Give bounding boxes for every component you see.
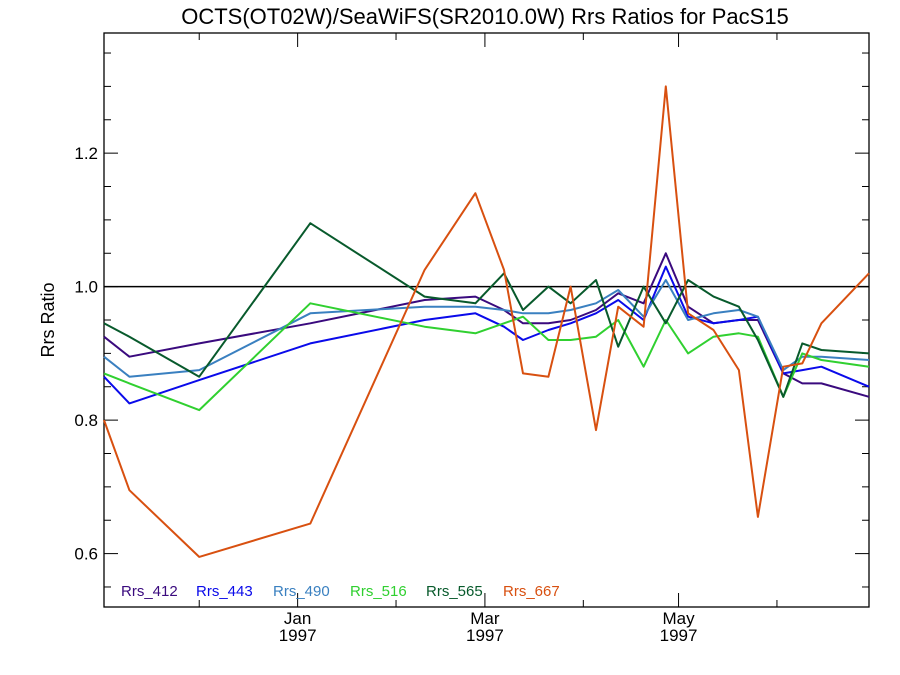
legend-item-rrs-667: Rrs_667 [503,583,560,600]
chart-title: OCTS(OT02W)/SeaWiFS(SR2010.0W) Rrs Ratio… [181,4,789,29]
x-tick-label-month: Jan [284,609,311,628]
legend-item-rrs-516: Rrs_516 [350,583,407,600]
y-tick-labels: 0.6 0.8 1.0 1.2 [74,144,98,563]
x-tick-label-year: 1997 [466,626,504,645]
legend: Rrs_412 Rrs_443 Rrs_490 Rrs_516 Rrs_565 Rrs_6… [121,583,560,600]
x-tick-label-year: 1997 [279,626,317,645]
legend-item-rrs-443: Rrs_443 [196,583,253,600]
legend-item-rrs-565: Rrs_565 [426,583,483,600]
axis-ticks [104,33,869,607]
legend-item-rrs-490: Rrs_490 [273,583,330,600]
series-line-rrs-667 [103,85,870,558]
x-tick-label-year: 1997 [660,626,698,645]
legend-item-rrs-412: Rrs_412 [121,583,178,600]
y-tick-label: 1.2 [74,144,98,163]
series-line-rrs-565 [103,222,870,398]
y-tick-label: 0.8 [74,411,98,430]
y-tick-label: 1.0 [74,278,98,297]
series-lines [103,85,870,558]
x-tick-label-month: Mar [470,609,500,628]
series-line-rrs-412 [103,252,870,398]
y-tick-label: 0.6 [74,545,98,564]
series-line-rrs-490 [103,279,870,378]
x-tick-label-month: May [662,609,695,628]
y-axis-label: Rrs Ratio [38,282,58,357]
